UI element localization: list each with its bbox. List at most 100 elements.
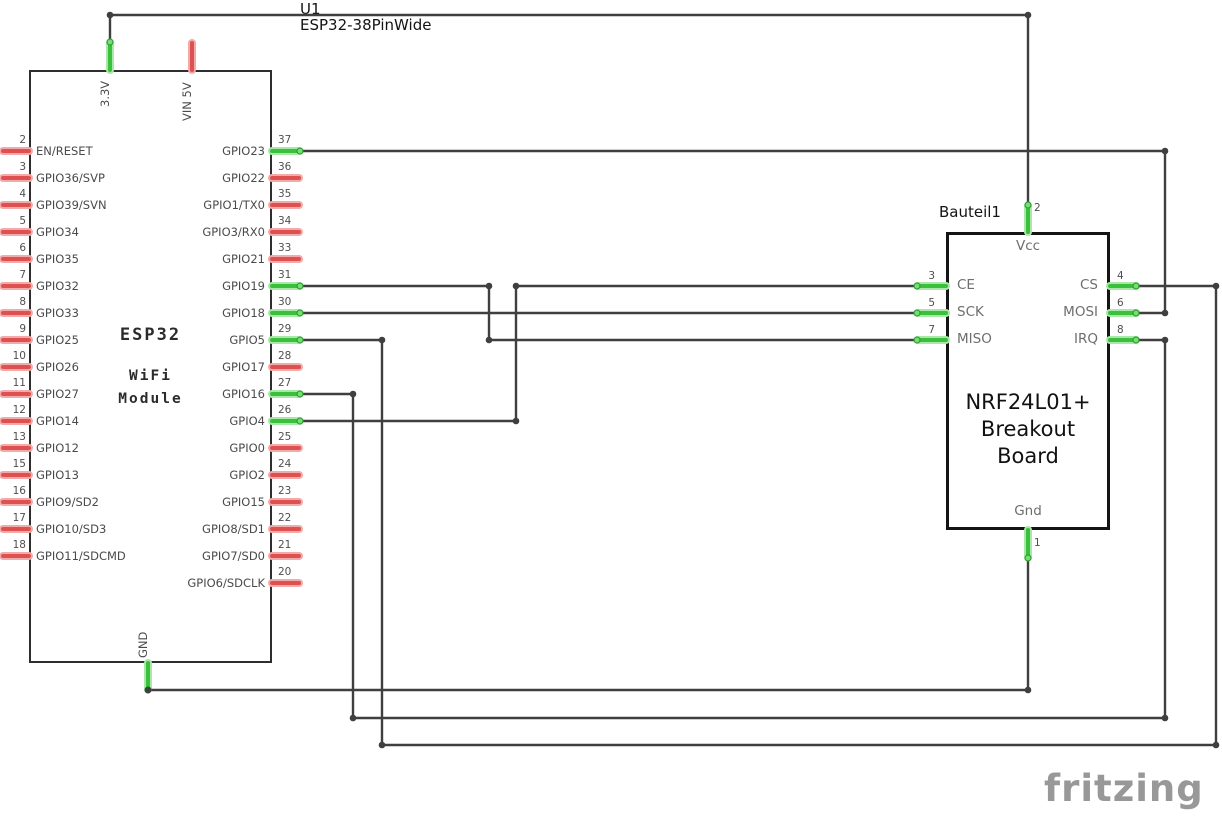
esp32-pin-label-17: GPIO10/SD3 [36, 522, 107, 536]
nrf-pin-tip-1 [1024, 554, 1032, 562]
nrf-pin-tip-7 [913, 336, 921, 344]
esp32-pin-label-34: GPIO3/RX0 [202, 225, 265, 239]
esp32-pin-label-30: GPIO18 [222, 306, 265, 320]
esp32-pin-number-20: 20 [278, 566, 292, 578]
fritzing-logo: fritzing [1044, 767, 1204, 810]
esp32-pin-number-11: 11 [12, 377, 26, 389]
nrf-pin-number-3: 3 [928, 270, 935, 282]
esp32-pin-label-6: GPIO35 [36, 252, 79, 266]
wire-bend-dot-gpio19-to-miso [485, 282, 493, 290]
wire-bend-dot-gpio23-to-mosi [1161, 147, 1169, 155]
esp32-pin-label-13: GPIO12 [36, 441, 79, 455]
esp32-pin-number-21: 21 [278, 539, 292, 551]
esp32-pin-number-31: 31 [278, 269, 292, 281]
nrf-pin-tip-8 [1132, 336, 1140, 344]
esp32-pin-label-24: GPIO2 [229, 468, 265, 482]
esp32-pin-number-29: 29 [278, 323, 292, 335]
esp32-pin-number-13: 13 [12, 431, 26, 443]
esp32-pin-number-2: 2 [19, 134, 26, 146]
esp32-pin-tip-26 [296, 417, 304, 425]
nrf-pin-label-7: MISO [957, 331, 992, 347]
esp32-designator: U1 [300, 0, 321, 18]
nrf24-gnd-label: Gnd [1014, 503, 1042, 519]
esp32-pin-number-4: 4 [19, 188, 26, 200]
wire-bend-dot-gpio23-to-mosi [1161, 309, 1169, 317]
wire-bend-dot-gpio16-to-irq [349, 714, 357, 722]
esp32-pin-number-18: 18 [12, 539, 26, 551]
nrf-pin-label-5: SCK [957, 304, 984, 320]
esp32-pin-number-17: 17 [12, 512, 26, 524]
esp32-3v3-pin-label: 3.3V [98, 80, 112, 107]
nrf-pin-label-8: IRQ [1074, 331, 1098, 347]
wire-bend-dot-gpio16-to-irq [349, 390, 357, 398]
esp32-pin-number-26: 26 [278, 404, 292, 416]
nrf-pin-tip-6 [1132, 309, 1140, 317]
nrf24-designator: Bauteil1 [939, 203, 1001, 221]
esp32-pin-label-2: EN/RESET [36, 144, 93, 158]
nrf24-body-line3: Board [997, 444, 1059, 468]
esp32-pin-label-33: GPIO21 [222, 252, 265, 266]
esp32-pin-number-25: 25 [278, 431, 292, 443]
esp32-pin-label-29: GPIO5 [229, 333, 265, 347]
nrf24-body-line1: NRF24L01+ [965, 390, 1091, 414]
esp32-pin-label-26: GPIO4 [229, 414, 265, 428]
nrf-pin-tip-5 [913, 309, 921, 317]
nrf-pin-tip-4 [1132, 282, 1140, 290]
wire-gpio4-to-ce[interactable] [300, 284, 917, 423]
esp32-pin-number-36: 36 [278, 161, 292, 173]
nrf-pin-label-6: MOSI [1063, 304, 1098, 320]
esp32-pin-tip-37 [296, 147, 304, 155]
esp32-subtitle-line2: Module [118, 391, 183, 407]
wire-bend-dot-gpio4-to-ce [512, 417, 520, 425]
esp32-pin-label-37: GPIO23 [222, 144, 265, 158]
esp32-pin-number-30: 30 [278, 296, 292, 308]
nrf24-vcc-pin-number: 2 [1034, 202, 1041, 214]
esp32-pin-label-8: GPIO33 [36, 306, 79, 320]
wire-bend-dot-gpio19-to-miso [485, 336, 493, 344]
nrf-pin-label-3: CE [957, 277, 975, 293]
esp32-pin-number-28: 28 [278, 350, 292, 362]
nrf-pin-number-8: 8 [1117, 324, 1124, 336]
wire-bend-dot-gnd-to-gnd [144, 686, 152, 694]
esp32-pin-label-9: GPIO25 [36, 333, 79, 347]
esp32-pin-number-12: 12 [12, 404, 26, 416]
wire-bend-dot-gpio5-to-cs [1212, 282, 1220, 290]
esp32-pin-number-37: 37 [278, 134, 292, 146]
esp32-pin-label-18: GPIO11/SDCMD [36, 549, 126, 563]
nrf-pin-tip-2 [1024, 201, 1032, 209]
esp32-pin-number-5: 5 [19, 215, 26, 227]
nrf24-vcc-label: Vcc [1015, 238, 1041, 254]
esp32-pin-label-22: GPIO8/SD1 [202, 522, 265, 536]
esp32-pin-number-16: 16 [12, 485, 26, 497]
esp32-pin-label-3: GPIO36/SVP [36, 171, 105, 185]
wire-bend-dot-gpio16-to-irq [1161, 714, 1169, 722]
wire-bend-dot-gnd-to-gnd [1024, 686, 1032, 694]
esp32-pin-label-21: GPIO7/SD0 [202, 549, 265, 563]
esp32-pin-number-7: 7 [19, 269, 26, 281]
esp32-pin-number-24: 24 [278, 458, 292, 470]
esp32-pin-number-9: 9 [19, 323, 26, 335]
esp32-bottom-pin-tip-0 [144, 686, 152, 694]
wire-bend-dot-3v3-to-vcc [1024, 11, 1032, 19]
esp32-top-pin-tip-0 [106, 38, 114, 46]
wire-gpio19-to-miso[interactable] [300, 284, 917, 342]
esp32-pin-label-4: GPIO39/SVN [36, 198, 107, 212]
esp32-pin-number-15: 15 [12, 458, 26, 470]
wire-bend-dot-gpio4-to-ce [512, 282, 520, 290]
esp32-pin-number-27: 27 [278, 377, 292, 389]
esp32-pin-label-36: GPIO22 [222, 171, 265, 185]
esp32-subtitle-line1: WiFi [129, 368, 172, 384]
nrf-pin-number-7: 7 [928, 324, 935, 336]
esp32-pin-number-35: 35 [278, 188, 292, 200]
esp32-pin-number-23: 23 [278, 485, 292, 497]
esp32-chip-name: ESP32 [119, 325, 182, 345]
nrf-pin-number-5: 5 [928, 297, 935, 309]
esp32-pin-number-34: 34 [278, 215, 292, 227]
esp32-vin-pin-label: VIN 5V [180, 82, 194, 121]
nrf-pin-label-4: CS [1080, 277, 1098, 293]
esp32-pin-label-12: GPIO14 [36, 414, 79, 428]
wire-bend-dot-gpio5-to-cs [1212, 741, 1220, 749]
wire-bend-dot-gpio5-to-cs [378, 741, 386, 749]
esp32-pin-label-20: GPIO6/SDCLK [187, 576, 265, 590]
esp32-pin-tip-27 [296, 390, 304, 398]
